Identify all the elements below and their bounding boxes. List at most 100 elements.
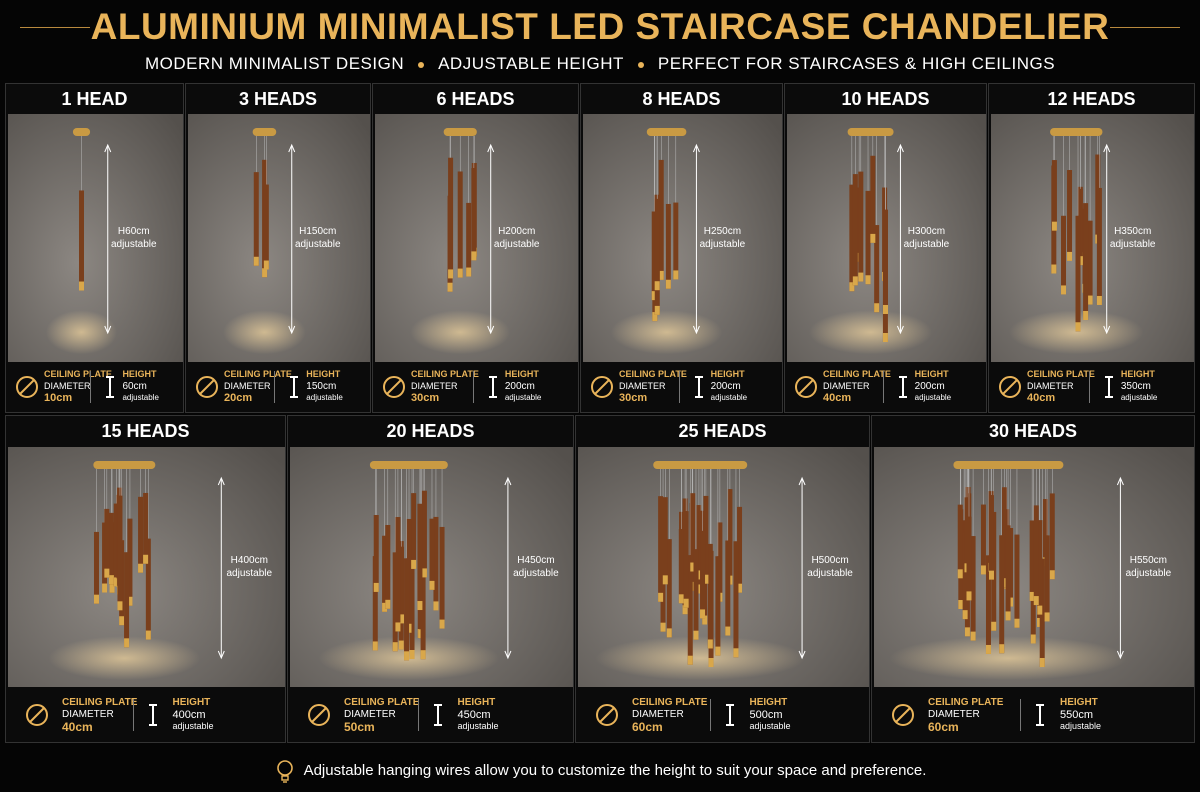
pendant-tip (658, 270, 664, 280)
dimension-note: adjustable (513, 568, 559, 579)
pendant-rod (108, 512, 114, 585)
plate-value: 10cm (44, 392, 73, 404)
pendant-rod (665, 203, 671, 289)
height-label: HEIGHT (914, 369, 949, 379)
panel-title: 20 HEADS (386, 421, 475, 441)
pendant-rod (858, 171, 864, 282)
plate-label: CEILING PLATE (632, 696, 708, 708)
pendant-tip (733, 648, 739, 658)
pendant-rod (420, 543, 426, 660)
plate-value: 40cm (62, 719, 93, 734)
pendant-tip (263, 260, 269, 270)
arrow-head (692, 143, 700, 335)
arrow-head (487, 143, 495, 335)
pendant-rod (1033, 505, 1039, 606)
pendant-tip (1029, 591, 1035, 601)
diameter-icon (795, 376, 817, 398)
pendant-tip (715, 646, 721, 656)
panel-title: 6 HEADS (436, 89, 515, 109)
pendant-tip (985, 644, 991, 654)
pendant-tip (654, 281, 660, 291)
product-image: H450cm adjustable (290, 447, 573, 687)
plate-label: CEILING PLATE (44, 369, 112, 379)
dimension-label: H500cm (811, 555, 848, 566)
pendant-rod (1029, 520, 1035, 601)
pendant-rod (1005, 525, 1011, 621)
plate-value: 50cm (344, 719, 375, 734)
pendant-rod (1008, 527, 1014, 607)
pendant-rod (417, 503, 423, 611)
ceiling-plate (252, 128, 277, 136)
height-value: 200cm (710, 381, 741, 392)
height-label: HEIGHT (172, 696, 211, 708)
pendant-rod (957, 504, 963, 579)
ceiling-plate (443, 128, 477, 136)
height-label: HEIGHT (504, 369, 539, 379)
divider (132, 698, 134, 731)
divider (417, 698, 419, 731)
separator (637, 61, 644, 68)
product-image: H150cm adjustable (188, 114, 370, 362)
pendant-tip (849, 282, 855, 292)
plate-sublabel: DIAMETER (619, 381, 666, 391)
pendant-tip (660, 622, 666, 632)
product-image: H400cm adjustable (8, 447, 285, 687)
ceiling-plate (369, 461, 448, 469)
divider (1020, 698, 1021, 731)
pendant-rod (707, 543, 713, 649)
height-icon (898, 376, 907, 398)
pendant-tip (999, 644, 1005, 654)
pendant-rod (852, 174, 858, 286)
dimension-label: H450cm (517, 555, 554, 566)
pendant-rod (683, 511, 689, 608)
glow (889, 636, 1128, 681)
spec-bar: CEILING PLATE DIAMETER 20cm HEIGHT 150cm adju… (186, 362, 370, 412)
decor-line (20, 27, 90, 28)
diameter-icon (16, 376, 38, 398)
product-image: H250cm adjustable (583, 114, 782, 362)
diameter-icon (308, 703, 330, 726)
spec-bar: CEILING PLATE DIAMETER 50cm HEIGHT 450cm adju… (288, 687, 573, 742)
height-note: adjustable (1060, 720, 1102, 731)
height-note: adjustable (914, 393, 952, 402)
pendant-rod (1044, 535, 1050, 622)
pendant-tip (690, 562, 696, 572)
footer-note: Adjustable hanging wires allow you to cu… (303, 761, 927, 779)
diameter-icon (26, 703, 48, 726)
pendant-tip (737, 583, 743, 593)
plate-value: 30cm (411, 392, 440, 404)
dimension-label: H250cm (704, 226, 741, 237)
height-note: adjustable (457, 720, 499, 731)
spec-bar: CEILING PLATE DIAMETER 30cm HEIGHT 200cm adju… (373, 362, 578, 412)
pendant-rod (651, 211, 657, 301)
plate-value: 40cm (823, 392, 852, 404)
pendant-tip (471, 251, 477, 261)
pendant-tip (1075, 322, 1081, 332)
dimension-note: adjustable (904, 239, 950, 250)
pendant-rod (1049, 493, 1055, 580)
pendant-rod (1083, 203, 1089, 321)
diameter-icon (892, 703, 914, 726)
pendant-tip (372, 641, 378, 651)
pendant-rod (392, 552, 398, 652)
pendant-tip (117, 601, 123, 611)
pendant-tip (1037, 605, 1043, 615)
pendant-tip (1051, 264, 1057, 274)
height-icon (106, 376, 115, 398)
dimension-note: adjustable (494, 239, 540, 250)
diameter-icon (591, 376, 613, 398)
pendant-rod (1001, 487, 1007, 588)
height-note: adjustable (1120, 393, 1158, 402)
subtitle: MODERN MINIMALIST DESIGN ADJUSTABLE HEIGH… (0, 54, 1200, 74)
pendant-tip (687, 655, 693, 665)
height-icon (725, 703, 734, 726)
height-note: adjustable (710, 393, 748, 402)
pendant-tip (457, 268, 463, 278)
pendant-tip (725, 626, 731, 636)
glow (610, 310, 723, 355)
spec-bar: CEILING PLATE DIAMETER 60cm HEIGHT 500cm adju… (576, 687, 869, 742)
divider (709, 698, 711, 731)
dimension-label: H300cm (908, 226, 945, 237)
pendant-rod (404, 558, 410, 661)
